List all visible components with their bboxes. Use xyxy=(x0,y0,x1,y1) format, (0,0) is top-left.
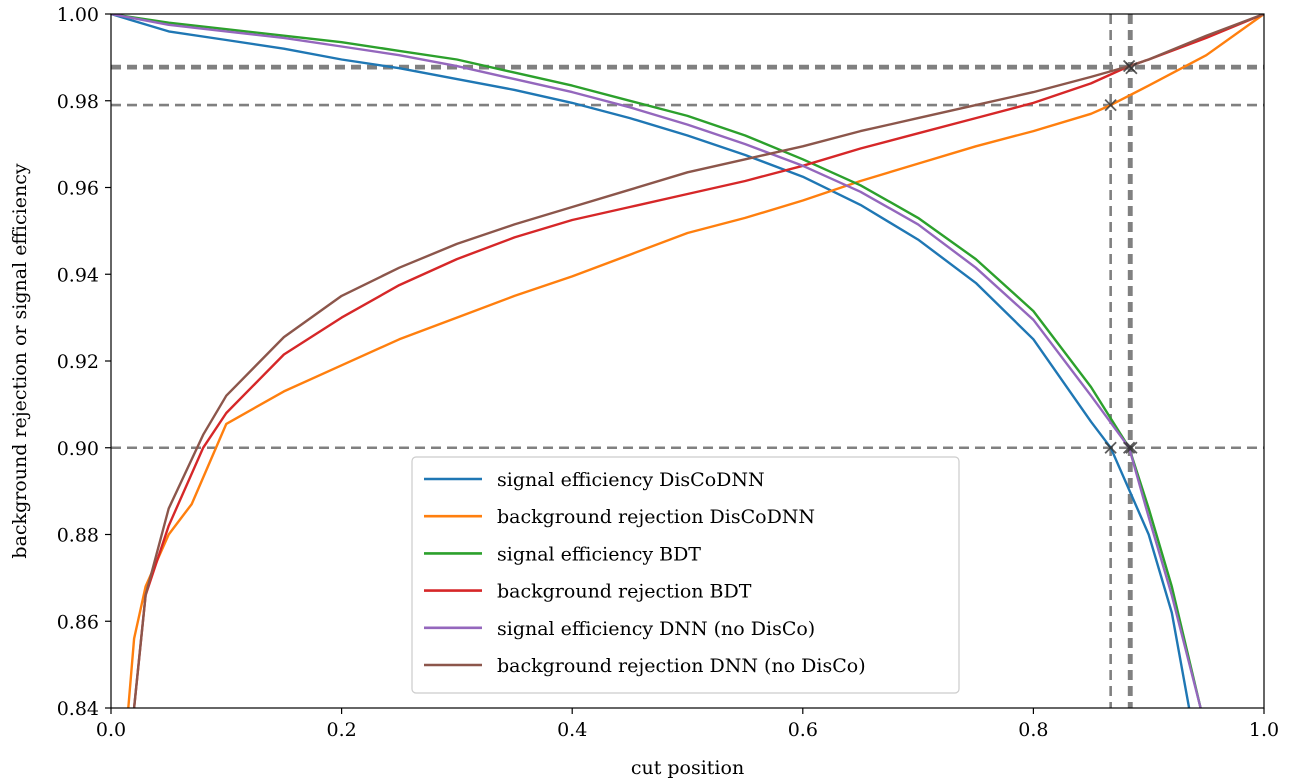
marker-x-1 xyxy=(1122,441,1136,454)
x-tick-label-2: 0.4 xyxy=(557,719,587,741)
marker-x-2 xyxy=(1125,441,1138,454)
x-axis-ticks: 0.0 0.2 0.4 0.6 0.8 1.0 xyxy=(96,708,1279,741)
legend-item-1: background rejection DisCoDNN xyxy=(424,506,815,528)
y-tick-label-6: 0.96 xyxy=(57,178,99,200)
legend-box xyxy=(411,456,960,694)
series-lines xyxy=(111,14,1264,708)
legend: signal efficiency DisCoDNN background rej… xyxy=(411,456,960,694)
legend-label-4: signal efficiency DNN (no DisCo) xyxy=(497,618,815,640)
series-line-2 xyxy=(111,14,1202,708)
y-tick-label-5: 0.94 xyxy=(57,264,99,286)
marker-x-3 xyxy=(1104,98,1117,112)
legend-item-4: signal efficiency DNN (no DisCo) xyxy=(424,618,815,640)
y-tick-label-2: 0.88 xyxy=(57,525,99,547)
marker-x-0 xyxy=(1104,441,1117,454)
series-line-0 xyxy=(111,14,1191,708)
legend-label-5: background rejection DNN (no DisCo) xyxy=(497,655,866,677)
legend-label-1: background rejection DisCoDNN xyxy=(497,506,815,528)
legend-label-2: signal efficiency BDT xyxy=(497,543,701,565)
series-line-4 xyxy=(111,14,1202,708)
y-axis-ticks: 0.84 0.86 0.88 0.90 0.92 0.94 0.96 0.98 1.00 xyxy=(57,4,111,720)
legend-item-5: background rejection DNN (no DisCo) xyxy=(424,655,866,677)
y-tick-label-1: 0.86 xyxy=(57,611,99,633)
reference-lines xyxy=(111,14,1264,708)
y-axis-title: background rejection or signal efficienc… xyxy=(9,163,31,558)
legend-label-0: signal efficiency DisCoDNN xyxy=(497,469,765,491)
series-line-5 xyxy=(132,14,1264,708)
x-tick-label-4: 0.8 xyxy=(1018,719,1048,741)
marker-x-5 xyxy=(1125,62,1138,75)
intersection-markers xyxy=(1104,59,1138,454)
y-tick-label-3: 0.90 xyxy=(57,438,99,460)
x-tick-label-5: 1.0 xyxy=(1249,719,1279,741)
y-tick-label-8: 1.00 xyxy=(57,4,99,26)
y-tick-label-7: 0.98 xyxy=(57,91,99,113)
x-tick-label-0: 0.0 xyxy=(96,719,126,741)
legend-item-2: signal efficiency BDT xyxy=(424,543,701,565)
y-tick-label-4: 0.92 xyxy=(57,351,99,373)
y-tick-label-0: 0.84 xyxy=(57,698,99,720)
legend-label-3: background rejection BDT xyxy=(497,581,752,603)
legend-item-3: background rejection BDT xyxy=(424,581,752,603)
series-line-1 xyxy=(127,14,1264,708)
x-axis-title: cut position xyxy=(631,757,744,779)
legend-item-0: signal efficiency DisCoDNN xyxy=(424,469,765,491)
series-line-3 xyxy=(132,14,1264,708)
x-tick-label-3: 0.6 xyxy=(788,719,818,741)
x-tick-label-1: 0.2 xyxy=(326,719,356,741)
